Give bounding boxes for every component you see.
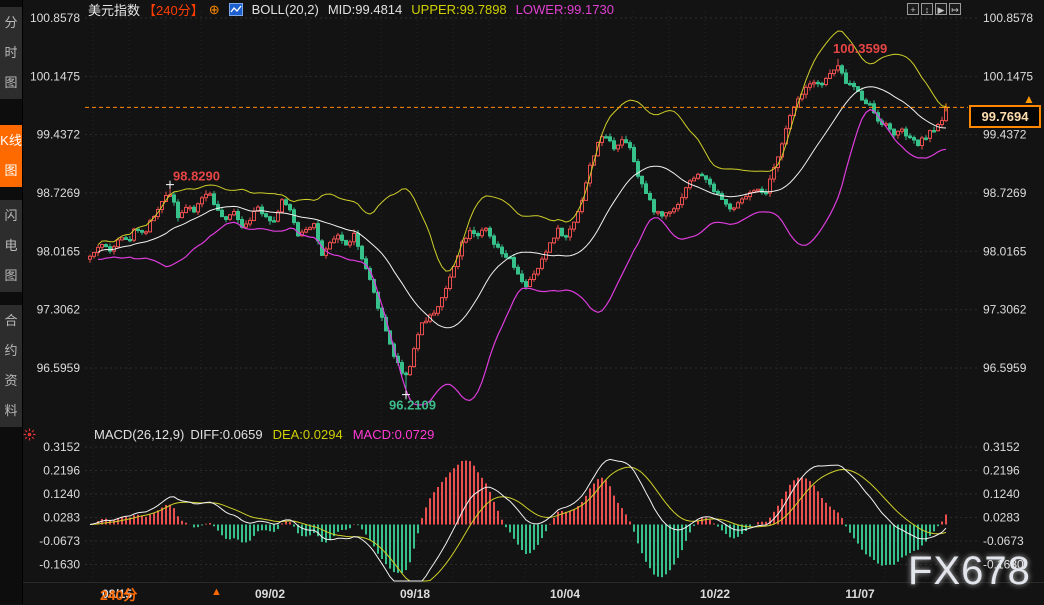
x-axis-label: 09/18	[400, 587, 430, 601]
y-axis-label-right: 97.3062	[983, 303, 1027, 317]
sidebar-tab-flash[interactable]: 闪电图	[0, 200, 22, 292]
chart-type-icon[interactable]	[228, 3, 243, 16]
period-tag[interactable]: 【240分】	[143, 3, 204, 18]
x-axis-label: 09/02	[255, 587, 285, 601]
y-axis-label-left: 96.5959	[37, 361, 81, 375]
macd-axis-label-left: -0.1630	[39, 558, 80, 572]
macd-dea-value: DEA:0.0294	[272, 427, 343, 442]
boll-mid-value: MID:99.4814	[327, 2, 403, 17]
peak-label: 100.3599	[833, 41, 887, 56]
boll-lower-value: LOWER:99.1730	[515, 2, 614, 17]
x-axis-label: 10/22	[700, 587, 730, 601]
sidebar-tab-kline[interactable]: K线图	[0, 125, 22, 187]
y-axis-label-left: 100.1475	[30, 69, 80, 83]
macd-axis-label-left: 0.1240	[43, 487, 80, 501]
price-up-arrow-icon: ▲	[1023, 92, 1035, 106]
macd-axis-label-right: -0.1630	[983, 558, 1024, 572]
indicator-settings-icon[interactable]	[23, 428, 36, 446]
macd-diff-value: DIFF:0.0659	[190, 427, 263, 442]
watermark-logo: FX678	[908, 549, 1031, 593]
y-axis-label-right: 100.8578	[983, 11, 1033, 25]
macd-header: MACD(26,12,9) DIFF:0.0659 DEA:0.0294 MAC…	[94, 427, 434, 442]
y-axis-label-right: 96.5959	[983, 361, 1027, 375]
macd-macd-value: MACD:0.0729	[352, 427, 435, 442]
macd-axis-label-right: 0.3152	[983, 440, 1020, 454]
period-selector[interactable]: 240分	[100, 587, 138, 603]
boll-indicator-label: BOLL(20,2)	[251, 2, 319, 17]
macd-axis-label-right: 0.0283	[983, 511, 1020, 525]
macd-axis-label-left: 0.2196	[43, 464, 80, 478]
macd-formula-label: MACD(26,12,9)	[94, 427, 185, 442]
swing-high-label: 98.8290	[173, 169, 220, 184]
x-axis-label: 11/07	[845, 587, 875, 601]
sidebar-tab-contract-info[interactable]: 合约资料	[0, 305, 22, 427]
chart-header: 美元指数 【240分】 ⊕ BOLL(20,2) MID:99.4814 UPP…	[88, 1, 614, 19]
macd-axis-label-left: -0.0673	[39, 534, 80, 548]
macd-axis-label-left: 0.3152	[43, 440, 80, 454]
macd-axis-label-right: 0.2196	[983, 464, 1020, 478]
boll-upper-value: UPPER:99.7898	[411, 2, 507, 17]
y-axis-label-left: 100.8578	[30, 11, 80, 25]
chart-toolbar: + ↕ ▶ ↦	[907, 3, 961, 15]
last-price-tick	[942, 103, 950, 112]
swing-high-marker	[166, 180, 174, 189]
low-marker	[402, 390, 410, 399]
last-price-box: 99.7694	[969, 105, 1041, 128]
macd-dea-line	[89, 466, 947, 582]
macd-axis-label-left: 0.0283	[43, 511, 80, 525]
y-axis-label-left: 97.3062	[37, 303, 81, 317]
sidebar: 分时图 K线图 闪电图 合约资料	[0, 0, 23, 604]
low-label: 96.2109	[389, 398, 436, 413]
y-axis-label-left: 98.0165	[37, 244, 81, 258]
sidebar-tab-timeline[interactable]: 分时图	[0, 7, 22, 99]
y-axis-label-left: 99.4372	[37, 128, 81, 142]
macd-axis-label-right: 0.1240	[983, 487, 1020, 501]
y-axis-label-right: 100.1475	[983, 69, 1033, 83]
candles-layer	[88, 58, 948, 400]
y-axis-label-left: 98.7269	[37, 186, 81, 200]
play-axis-tool-icon[interactable]: ▶	[935, 3, 947, 15]
add-indicator-icon[interactable]: ⊕	[208, 1, 220, 17]
y-axis-label-right: 98.0165	[983, 244, 1027, 258]
x-axis-label: 10/04	[550, 587, 580, 601]
macd-histogram	[93, 460, 947, 578]
x-axis-label: 08/15	[102, 587, 132, 601]
boll-mid-line	[97, 86, 947, 329]
pan-right-tool-icon[interactable]: ↦	[949, 3, 961, 15]
fit-vertical-tool-icon[interactable]: ↕	[921, 3, 933, 15]
boll-lower-line	[97, 108, 947, 406]
macd-axis-label-right: -0.0673	[983, 534, 1024, 548]
period-expand-icon[interactable]: ▲	[211, 586, 222, 598]
y-axis-label-right: 99.4372	[983, 128, 1027, 142]
boll-upper-line	[97, 30, 947, 272]
crosshair-tool-icon[interactable]: +	[907, 3, 919, 15]
symbol-title: 美元指数	[88, 3, 141, 18]
macd-diff-line	[89, 458, 947, 582]
y-axis-label-right: 98.7269	[983, 186, 1027, 200]
